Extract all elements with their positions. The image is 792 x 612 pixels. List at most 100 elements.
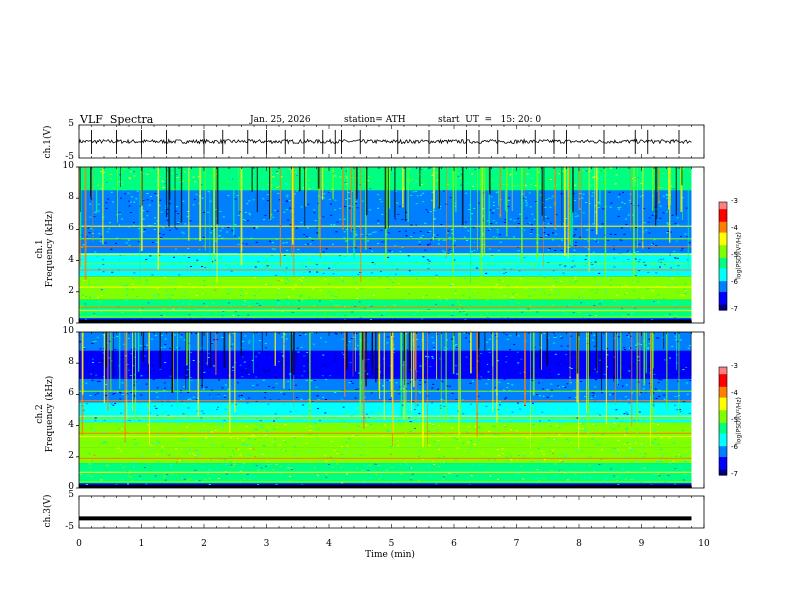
ch2-spectrogram-speckle	[584, 396, 586, 398]
ch2-spectrogram-speckle	[680, 467, 683, 469]
ch2-spectrogram-speckle	[613, 337, 616, 338]
ch2-spectrogram-speckle	[322, 396, 325, 398]
ch2-spectrogram-speckle	[652, 392, 655, 394]
ch2-spectrogram-speckle	[238, 363, 241, 365]
ch2-spectrogram-speckle	[350, 338, 353, 339]
ch1-spectrogram-speckle	[552, 255, 555, 256]
ch2-spectrogram-speckle	[506, 357, 509, 358]
ch1-spectrogram-speckle	[343, 218, 346, 220]
ch2-spectrogram-speckle	[431, 336, 434, 338]
ch2-spectrogram-speckle	[333, 375, 336, 377]
ch2-spectrogram-speckle	[473, 443, 476, 445]
ch2-spectrogram-speckle	[126, 364, 129, 365]
ch1-spectrogram-speckle	[401, 219, 404, 221]
ch2-spectrogram-speckle	[286, 417, 289, 419]
ch2-spectrogram-colorbar-cell	[719, 421, 727, 424]
ch1-spectrogram-speckle	[374, 231, 377, 233]
ch1-spectrogram-speckle	[540, 294, 543, 296]
ch1-spectrogram-speckle	[427, 292, 430, 294]
ch2-spectrogram-speckle	[592, 423, 595, 425]
ch1-spectrogram-speckle	[243, 300, 246, 302]
ch2-spectrogram-speckle	[595, 424, 598, 426]
ch1-spectrogram-speckle	[341, 182, 344, 184]
ch2-spectrogram-speckle	[295, 384, 297, 386]
ch2-spectrogram-speckle	[377, 369, 380, 371]
ch2-spectrogram-speckle	[121, 365, 123, 367]
ch1-spectrogram-speckle	[123, 189, 125, 191]
ch2-spectrogram-speckle	[688, 345, 691, 347]
ch1-spectrogram-speckle	[282, 242, 285, 244]
ch1-spectrogram-speckle	[211, 226, 214, 228]
ch1-spectrogram-speckle	[188, 283, 191, 285]
ch1-spectrogram-speckle	[307, 227, 309, 229]
ch1-spectrogram-speckle	[255, 226, 258, 228]
ch2-spectrogram-speckle	[186, 453, 189, 455]
ch2-spectrogram-speckle	[329, 409, 332, 411]
ch2-spectrogram-speckle	[474, 425, 476, 427]
ch2-spectrogram-speckle	[505, 361, 508, 363]
ch1-spectrogram-speckle	[132, 171, 135, 173]
ch2-spectrogram-speckle	[472, 465, 475, 467]
ch2-spectrogram-speckle	[401, 483, 404, 485]
ch1-spectrogram-speckle	[307, 203, 310, 205]
ch1-spectrogram-speckle	[334, 209, 337, 211]
ch2-spectrogram-speckle	[656, 483, 659, 485]
ch1-spectrogram-speckle	[344, 240, 347, 242]
ch1-spectrogram-speckle	[519, 213, 522, 215]
ch2-spectrogram-colorbar-cell	[719, 453, 727, 456]
ch1-spectrogram-speckle	[176, 206, 178, 208]
ch2-spectrogram-speckle	[202, 412, 205, 414]
ch1-spectrogram-speckle	[294, 250, 297, 252]
ch2-spectrogram-speckle	[334, 359, 336, 361]
ch1-spectrogram-speckle	[156, 210, 159, 211]
ch1-spectrogram-speckle	[239, 296, 242, 298]
ch1-spectrogram-no-data	[691, 167, 704, 323]
ch1-spectrogram-speckle	[336, 207, 339, 209]
ch1-spectrogram-speckle	[202, 236, 205, 238]
ch1-spectrogram-speckle	[132, 225, 135, 227]
ch2-spectrogram-speckle	[468, 356, 471, 357]
ch2-spectrogram-speckle	[454, 345, 456, 347]
ch2-spectrogram-speckle	[128, 470, 131, 472]
ch1-spectrogram-speckle	[659, 266, 661, 268]
ch1-spectrogram-speckle	[209, 232, 212, 234]
ch2-spectrogram-speckle	[467, 441, 470, 443]
ch1-spectrogram-speckle	[159, 180, 161, 182]
ch2-spectrogram-speckle	[156, 467, 159, 469]
ch1-spectrogram-speckle	[462, 295, 465, 297]
ch1-spectrogram-speckle	[521, 311, 524, 313]
ch1-spectrogram-speckle	[232, 178, 235, 180]
ch2-spectrogram-speckle	[481, 452, 484, 454]
ch2-spectrogram-speckle	[550, 445, 553, 447]
ch2-spectrogram-speckle	[248, 454, 251, 456]
ch2-spectrogram-speckle	[192, 360, 195, 361]
ch2-spectrogram-speckle	[528, 416, 531, 418]
ch2-spectrogram-speckle	[266, 354, 268, 355]
ch2-spectrogram-speckle	[225, 463, 228, 465]
ch2-spectrogram-speckle	[396, 365, 399, 367]
ch2-spectrogram-speckle	[653, 373, 656, 375]
ch1-spectrogram-speckle	[88, 232, 91, 234]
ch1-spectrogram-speckle	[632, 306, 635, 308]
ch1-spectrogram-speckle	[243, 212, 245, 214]
ch2-spectrogram-speckle	[256, 429, 259, 430]
ch2-spectrogram-speckle	[428, 465, 430, 467]
ch2-spectrogram-speckle	[87, 474, 90, 476]
ch2-spectrogram-speckle	[555, 439, 558, 441]
ch1-spectrogram-speckle	[640, 210, 643, 212]
ch2-spectrogram-speckle	[545, 442, 548, 444]
ch1-spectrogram-speckle	[444, 200, 447, 202]
ch1-spectrogram-speckle	[172, 277, 175, 279]
ch1-spectrogram-speckle	[599, 281, 602, 283]
ch1-spectrogram-speckle	[87, 265, 90, 267]
ch2-spectrogram-speckle	[213, 429, 216, 431]
ch1-spectrogram-speckle	[346, 239, 349, 241]
ch2-spectrogram-speckle	[218, 417, 220, 418]
ch1-spectrogram-speckle	[447, 253, 450, 255]
ch2-spectrogram-speckle	[94, 394, 97, 396]
ch2-spectrogram-speckle	[208, 469, 211, 471]
ch1-spectrogram-speckle	[633, 290, 636, 292]
ch1-spectrogram-speckle	[211, 282, 214, 284]
ch1-spectrogram-speckle	[189, 220, 192, 222]
ch2-spectrogram-speckle	[237, 382, 239, 384]
